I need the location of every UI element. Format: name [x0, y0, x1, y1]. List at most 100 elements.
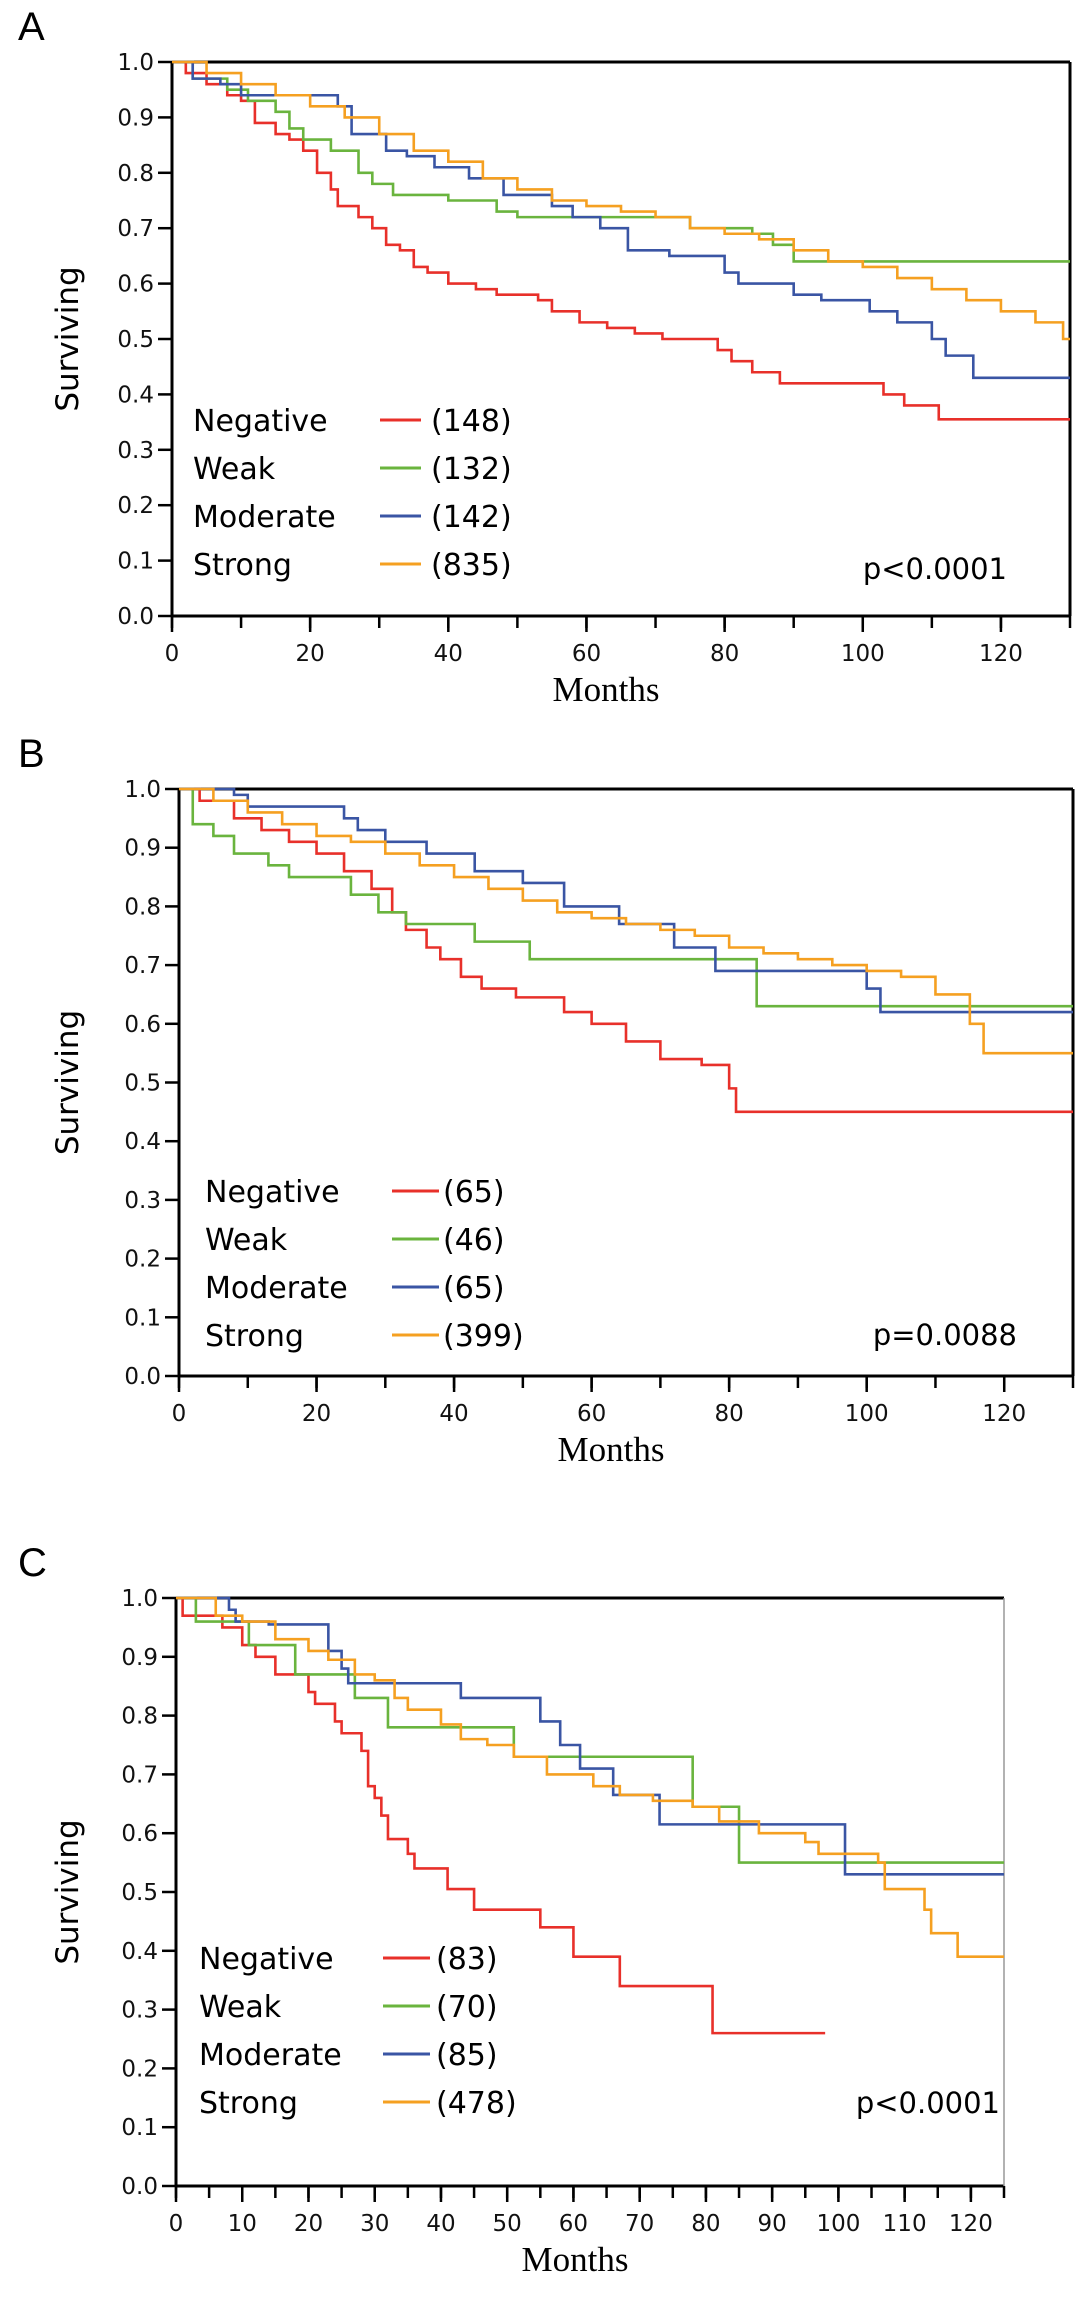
- x-tick-label: 0: [172, 1401, 187, 1427]
- x-tick-label: 40: [426, 2211, 455, 2237]
- y-tick-label: 0.1: [121, 2115, 158, 2141]
- km-curve-strong: [179, 787, 1073, 1055]
- legend-label: Moderate: [199, 2038, 342, 2073]
- y-tick-label: 0.7: [124, 953, 161, 979]
- km-curve-strong: [172, 60, 1070, 341]
- x-tick-label: 120: [949, 2211, 993, 2237]
- p-value-annotation: p<0.0001: [856, 2086, 1000, 2120]
- legend-count: (478): [436, 2086, 517, 2121]
- y-tick-label: 1.0: [124, 777, 161, 803]
- x-tick-label: 40: [434, 641, 463, 667]
- x-tick-label: 70: [625, 2211, 654, 2237]
- x-tick-label: 120: [979, 641, 1023, 667]
- legend-count: (85): [436, 2038, 498, 2073]
- y-tick-label: 0.3: [117, 438, 154, 464]
- x-tick-label: 20: [302, 1401, 331, 1427]
- y-tick-label: 0.6: [124, 1012, 161, 1038]
- y-axis-label: Surviving: [50, 1010, 86, 1155]
- panel-b: B 0.0 0.1 0.2 0.3 0.4 0.5 0.6 0.7 0.8 0.9 1.0 0 20 40 6…: [18, 732, 1075, 1469]
- x-tick-label: 0: [165, 641, 180, 667]
- x-tick-label: 80: [715, 1401, 744, 1427]
- legend-label: Weak: [193, 452, 276, 487]
- y-tick-label: 0.9: [117, 105, 154, 131]
- x-tick-label: 100: [841, 641, 885, 667]
- panel-c: C 0.0 0.1 0.2 0.3 0.4 0.5 0.6 0.7 0.8 0.9 1.0 0 10 20 3…: [18, 1541, 1006, 2279]
- legend-count: (70): [436, 1990, 498, 2025]
- legend-count: (83): [436, 1942, 498, 1977]
- km-curve-weak: [179, 787, 1073, 1008]
- y-axis-label: Surviving: [50, 266, 86, 411]
- y-tick-label: 0.4: [121, 1939, 158, 1965]
- legend-label: Moderate: [193, 500, 336, 535]
- y-tick-label: 0.6: [117, 272, 154, 298]
- legend-label: Weak: [205, 1223, 288, 1258]
- legend-label: Negative: [199, 1942, 334, 1977]
- legend-count: (142): [431, 500, 512, 535]
- x-tick-label: 90: [758, 2211, 787, 2237]
- x-tick-label: 20: [296, 641, 325, 667]
- x-axis-label: Months: [553, 670, 660, 709]
- y-tick-label: 0.8: [121, 1704, 158, 1730]
- x-tick-label: 40: [439, 1401, 468, 1427]
- km-curve-weak: [172, 60, 1070, 263]
- legend-count: (132): [431, 452, 512, 487]
- y-tick-label: 0.6: [121, 1821, 158, 1847]
- y-tick-label: 0.5: [117, 327, 154, 353]
- legend-count: (65): [443, 1271, 505, 1306]
- y-tick-label: 0.7: [117, 216, 154, 242]
- x-tick-label: 50: [493, 2211, 522, 2237]
- y-tick-label: 0.5: [121, 1880, 158, 1906]
- km-curve-moderate: [179, 787, 1073, 1014]
- km-curve-moderate: [172, 60, 1070, 380]
- x-tick-label: 100: [816, 2211, 860, 2237]
- legend-label: Moderate: [205, 1271, 348, 1306]
- x-tick-label: 20: [294, 2211, 323, 2237]
- km-curve-negative: [172, 60, 1070, 421]
- x-tick-label: 80: [710, 641, 739, 667]
- y-tick-label: 0.5: [124, 1071, 161, 1097]
- x-tick-label: 120: [982, 1401, 1026, 1427]
- x-tick-label: 10: [228, 2211, 257, 2237]
- y-tick-label: 0.8: [124, 894, 161, 920]
- y-tick-label: 0.2: [124, 1247, 161, 1273]
- legend-count: (399): [443, 1319, 524, 1354]
- y-tick-label: 0.0: [121, 2174, 158, 2200]
- y-tick-label: 0.9: [124, 836, 161, 862]
- y-tick-label: 0.2: [121, 2056, 158, 2082]
- legend-label: Strong: [193, 548, 292, 583]
- km-curve-negative: [176, 1596, 826, 2035]
- km-curve-strong: [176, 1596, 1004, 1958]
- y-tick-label: 1.0: [121, 1586, 158, 1612]
- x-tick-label: 0: [169, 2211, 184, 2237]
- y-tick-label: 0.4: [117, 382, 154, 408]
- legend-count: (46): [443, 1223, 505, 1258]
- legend-label: Strong: [199, 2086, 298, 2121]
- y-axis-label: Surviving: [50, 1819, 86, 1964]
- panel-label: B: [18, 732, 45, 776]
- y-tick-label: 1.0: [117, 50, 154, 76]
- y-tick-label: 0.3: [121, 1998, 158, 2024]
- panel-label: C: [18, 1541, 47, 1585]
- y-tick-label: 0.0: [117, 604, 154, 630]
- y-tick-label: 0.4: [124, 1129, 161, 1155]
- p-value-annotation: p=0.0088: [873, 1318, 1017, 1352]
- x-tick-label: 60: [572, 641, 601, 667]
- y-tick-label: 0.1: [124, 1305, 161, 1331]
- legend-label: Weak: [199, 1990, 282, 2025]
- y-tick-label: 0.1: [117, 549, 154, 575]
- x-tick-label: 60: [559, 2211, 588, 2237]
- y-tick-label: 0.3: [124, 1188, 161, 1214]
- x-tick-label: 80: [691, 2211, 720, 2237]
- legend-count: (148): [431, 404, 512, 439]
- km-curve-weak: [176, 1596, 1004, 1864]
- x-tick-label: 60: [577, 1401, 606, 1427]
- p-value-annotation: p<0.0001: [863, 552, 1007, 586]
- km-curve-negative: [179, 787, 1073, 1114]
- y-tick-label: 0.8: [117, 161, 154, 187]
- panel-a: A 0.0 0.1 0.2 0.3 0.4 0.5 0.6 0.7 0.8 0.9 1.0 0 20 40 6…: [18, 5, 1072, 709]
- legend-count: (65): [443, 1175, 505, 1210]
- x-axis-label: Months: [558, 1430, 665, 1469]
- y-tick-label: 0.9: [121, 1645, 158, 1671]
- legend-label: Negative: [193, 404, 328, 439]
